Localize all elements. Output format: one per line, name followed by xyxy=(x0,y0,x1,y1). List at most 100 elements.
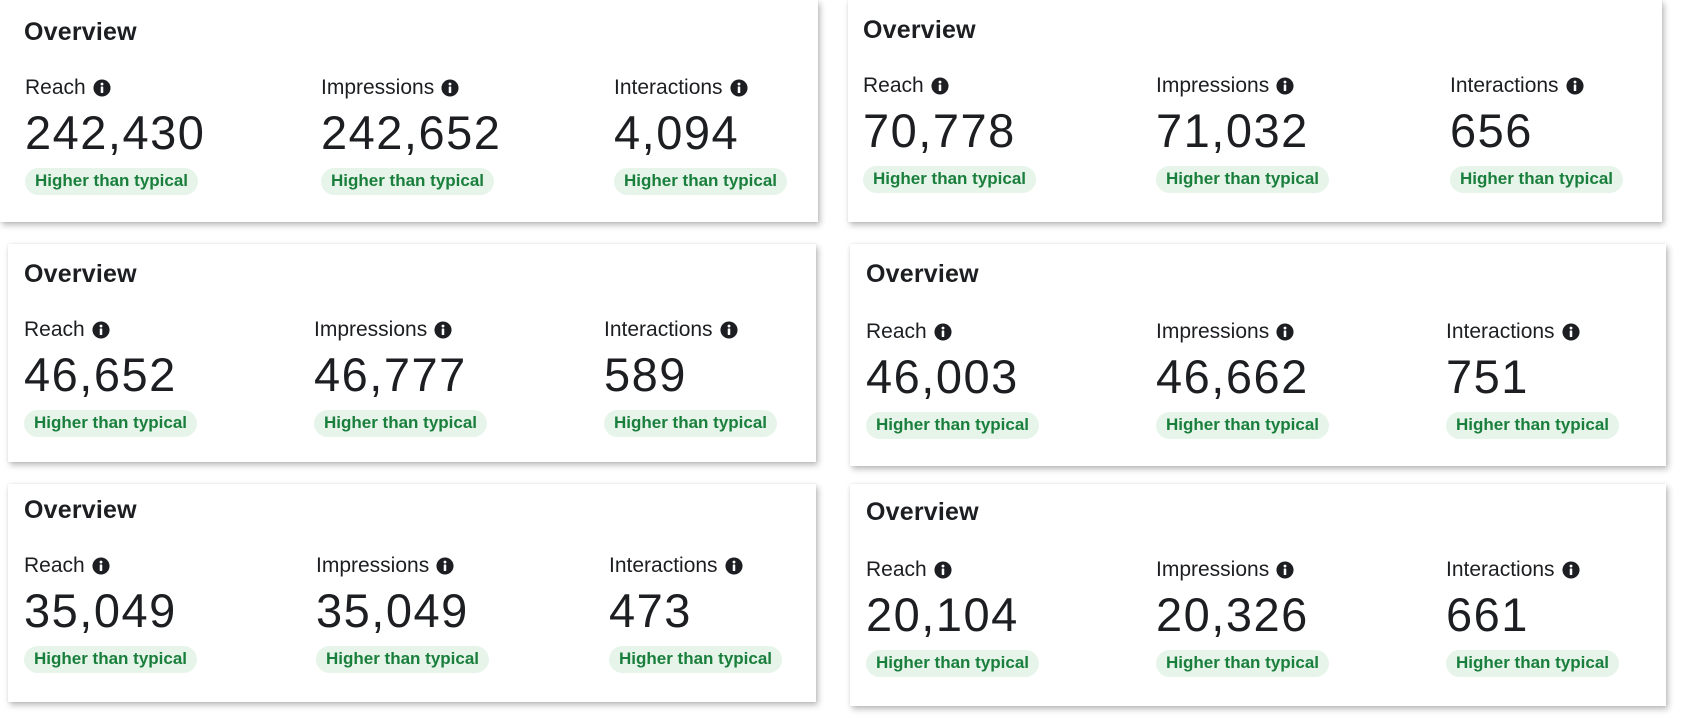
status-badge: Higher than typical xyxy=(863,166,1037,193)
metric-reach: Reach 46,003 Higher than typical xyxy=(866,318,1040,439)
metric-label: Impressions xyxy=(1156,558,1270,581)
metric-reach: Reach 46,652 Higher than typical xyxy=(24,316,198,437)
metric-impressions: Impressions 242,652 Higher than typical xyxy=(321,74,501,195)
metric-label: Reach xyxy=(866,320,927,343)
metric-label: Impressions xyxy=(321,76,435,99)
metric-value: 20,326 xyxy=(1156,588,1309,641)
info-icon[interactable] xyxy=(92,557,110,575)
metric-value: 751 xyxy=(1446,350,1529,403)
metric-value: 70,778 xyxy=(863,104,1016,157)
metric-reach: Reach 70,778 Higher than typical xyxy=(863,72,1037,193)
status-badge: Higher than typical xyxy=(314,410,488,437)
metric-label: Reach xyxy=(866,558,927,581)
status-badge: Higher than typical xyxy=(24,646,198,673)
metric-interactions: Interactions 751 Higher than typical xyxy=(1446,318,1620,439)
status-badge: Higher than typical xyxy=(25,168,199,195)
metric-label: Interactions xyxy=(1446,558,1555,581)
metric-value: 656 xyxy=(1450,104,1533,157)
metric-label: Impressions xyxy=(314,318,428,341)
info-icon[interactable] xyxy=(1566,77,1584,95)
metric-label: Impressions xyxy=(316,554,430,577)
card-title: Overview xyxy=(24,496,137,524)
info-icon[interactable] xyxy=(730,79,748,97)
info-icon[interactable] xyxy=(1562,323,1580,341)
status-badge: Higher than typical xyxy=(1156,650,1330,677)
info-icon[interactable] xyxy=(434,321,452,339)
info-icon[interactable] xyxy=(1276,77,1294,95)
status-badge: Higher than typical xyxy=(609,646,783,673)
card-title: Overview xyxy=(24,18,137,46)
metric-interactions: Interactions 589 Higher than typical xyxy=(604,316,778,437)
overview-card: Overview Reach 46,003 Higher than typica… xyxy=(850,244,1666,466)
overview-card: Overview Reach 70,778 Higher than typica… xyxy=(848,0,1662,222)
status-badge: Higher than typical xyxy=(316,646,490,673)
info-icon[interactable] xyxy=(934,561,952,579)
info-icon[interactable] xyxy=(93,79,111,97)
metric-impressions: Impressions 35,049 Higher than typical xyxy=(316,552,490,673)
status-badge: Higher than typical xyxy=(866,412,1040,439)
metric-label: Interactions xyxy=(609,554,718,577)
status-badge: Higher than typical xyxy=(604,410,778,437)
metric-interactions: Interactions 661 Higher than typical xyxy=(1446,556,1620,677)
status-badge: Higher than typical xyxy=(866,650,1040,677)
metric-value: 46,662 xyxy=(1156,350,1309,403)
status-badge: Higher than typical xyxy=(1156,166,1330,193)
metric-interactions: Interactions 656 Higher than typical xyxy=(1450,72,1624,193)
info-icon[interactable] xyxy=(1276,323,1294,341)
card-title: Overview xyxy=(24,260,137,288)
metric-label: Reach xyxy=(24,318,85,341)
metric-value: 46,652 xyxy=(24,348,177,401)
status-badge: Higher than typical xyxy=(321,168,495,195)
metric-value: 35,049 xyxy=(24,584,177,637)
info-icon[interactable] xyxy=(1276,561,1294,579)
status-badge: Higher than typical xyxy=(1446,412,1620,439)
metric-label: Impressions xyxy=(1156,320,1270,343)
status-badge: Higher than typical xyxy=(1446,650,1620,677)
status-badge: Higher than typical xyxy=(614,168,788,195)
metric-impressions: Impressions 20,326 Higher than typical xyxy=(1156,556,1330,677)
status-badge: Higher than typical xyxy=(1450,166,1624,193)
metric-impressions: Impressions 46,777 Higher than typical xyxy=(314,316,488,437)
status-badge: Higher than typical xyxy=(1156,412,1330,439)
metric-value: 71,032 xyxy=(1156,104,1309,157)
info-icon[interactable] xyxy=(931,77,949,95)
overview-card: Overview Reach 20,104 Higher than typica… xyxy=(850,484,1666,706)
info-icon[interactable] xyxy=(436,557,454,575)
metric-value: 20,104 xyxy=(866,588,1019,641)
metric-interactions: Interactions 473 Higher than typical xyxy=(609,552,783,673)
metric-label: Reach xyxy=(863,74,924,97)
metric-interactions: Interactions 4,094 Higher than typical xyxy=(614,74,788,195)
info-icon[interactable] xyxy=(934,323,952,341)
metric-label: Impressions xyxy=(1156,74,1270,97)
metric-value: 46,777 xyxy=(314,348,467,401)
metric-reach: Reach 35,049 Higher than typical xyxy=(24,552,198,673)
metric-value: 661 xyxy=(1446,588,1529,641)
metric-impressions: Impressions 71,032 Higher than typical xyxy=(1156,72,1330,193)
metric-label: Interactions xyxy=(614,76,723,99)
status-badge: Higher than typical xyxy=(24,410,198,437)
info-icon[interactable] xyxy=(720,321,738,339)
card-title: Overview xyxy=(866,260,979,288)
metric-label: Interactions xyxy=(604,318,713,341)
info-icon[interactable] xyxy=(441,79,459,97)
metric-value: 242,652 xyxy=(321,106,502,159)
info-icon[interactable] xyxy=(1562,561,1580,579)
metric-value: 35,049 xyxy=(316,584,469,637)
metric-reach: Reach 242,430 Higher than typical xyxy=(25,74,205,195)
metric-value: 589 xyxy=(604,348,687,401)
overview-card: Overview Reach 46,652 Higher than typica… xyxy=(8,244,816,462)
metric-label: Reach xyxy=(24,554,85,577)
metric-label: Interactions xyxy=(1450,74,1559,97)
info-icon[interactable] xyxy=(92,321,110,339)
metric-reach: Reach 20,104 Higher than typical xyxy=(866,556,1040,677)
metric-value: 46,003 xyxy=(866,350,1019,403)
overview-card: Overview Reach 35,049 Higher than typica… xyxy=(8,484,816,702)
overview-card: Overview Reach 242,430 Higher than typic… xyxy=(0,0,818,222)
metric-impressions: Impressions 46,662 Higher than typical xyxy=(1156,318,1330,439)
metric-label: Interactions xyxy=(1446,320,1555,343)
metric-value: 242,430 xyxy=(25,106,206,159)
info-icon[interactable] xyxy=(725,557,743,575)
metric-value: 473 xyxy=(609,584,692,637)
card-title: Overview xyxy=(863,16,976,44)
